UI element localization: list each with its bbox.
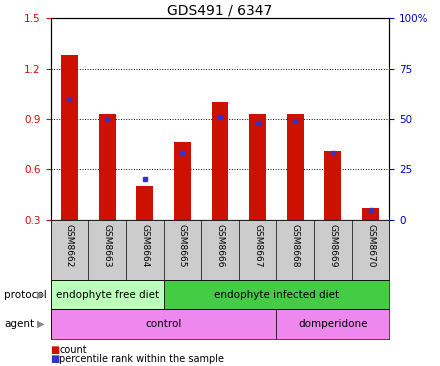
Bar [249,114,266,220]
Text: GSM8670: GSM8670 [366,224,375,268]
Text: GSM8668: GSM8668 [291,224,300,268]
Title: GDS491 / 6347: GDS491 / 6347 [167,3,273,17]
Text: domperidone: domperidone [298,319,368,329]
Text: GSM8663: GSM8663 [103,224,112,268]
Bar [324,151,341,220]
Text: ▶: ▶ [37,290,45,300]
Text: GSM8666: GSM8666 [216,224,224,268]
Text: agent: agent [4,319,34,329]
Text: percentile rank within the sample: percentile rank within the sample [59,354,224,365]
Text: ■: ■ [51,344,60,355]
Bar [61,55,78,220]
Bar [174,142,191,220]
Text: control: control [145,319,182,329]
Bar [51,309,276,339]
Bar [362,208,379,220]
Bar [212,102,228,220]
Bar [276,309,389,339]
Text: GSM8662: GSM8662 [65,224,74,268]
Text: ▶: ▶ [37,319,45,329]
Text: GSM8669: GSM8669 [328,224,337,268]
Bar [99,114,116,220]
Text: GSM8665: GSM8665 [178,224,187,268]
Text: ■: ■ [51,354,60,365]
Bar [287,114,304,220]
Bar [51,280,164,309]
Text: GSM8664: GSM8664 [140,224,149,268]
Bar [164,280,389,309]
Text: endophyte infected diet: endophyte infected diet [214,290,339,300]
Text: endophyte free diet: endophyte free diet [55,290,159,300]
Bar [136,186,153,220]
Text: count: count [59,344,87,355]
Text: GSM8667: GSM8667 [253,224,262,268]
Text: protocol: protocol [4,290,47,300]
